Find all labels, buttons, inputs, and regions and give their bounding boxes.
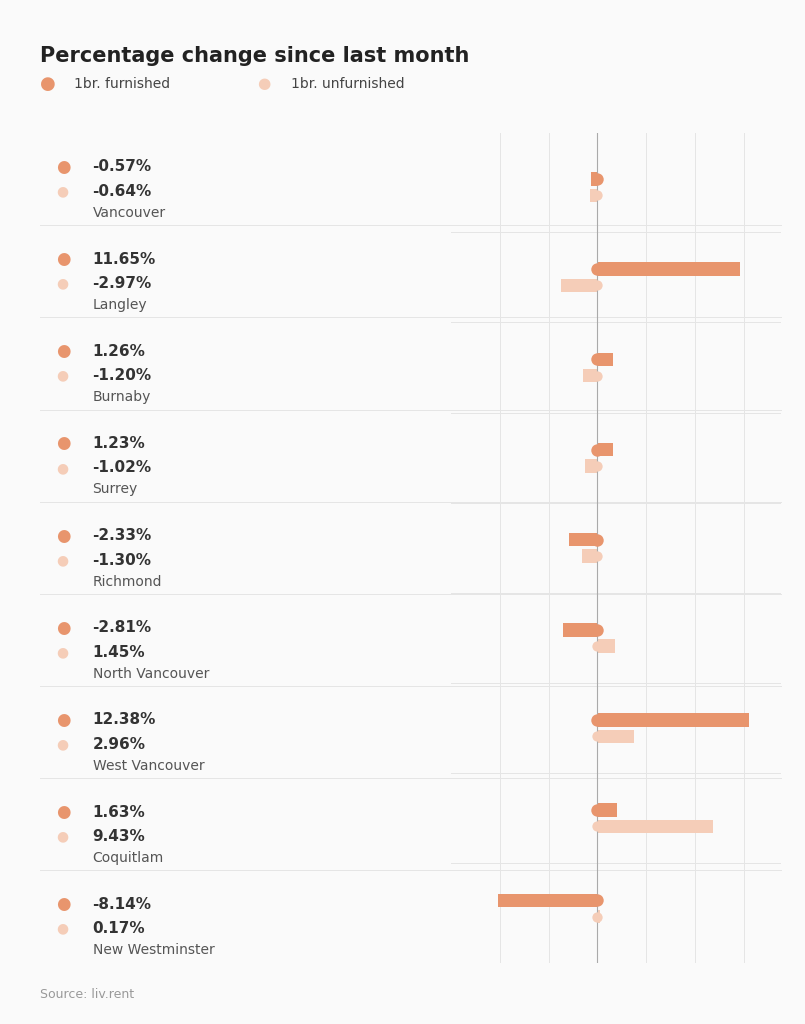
Text: Burnaby: Burnaby [93, 390, 151, 404]
Bar [597, 442, 613, 457]
Point [591, 261, 604, 278]
Text: ●: ● [258, 77, 270, 91]
Text: ●: ● [40, 75, 56, 93]
Text: ●: ● [56, 369, 68, 383]
Text: 12.38%: 12.38% [93, 713, 156, 727]
Text: 1.45%: 1.45% [93, 645, 145, 659]
Text: Richmond: Richmond [93, 574, 162, 589]
Point [591, 728, 604, 744]
Text: -1.02%: -1.02% [93, 461, 151, 475]
Text: -2.33%: -2.33% [93, 528, 152, 543]
Text: Vancouver: Vancouver [93, 206, 166, 220]
Text: ●: ● [56, 737, 68, 752]
Bar [561, 279, 597, 292]
Bar [597, 804, 617, 817]
Text: ●: ● [56, 250, 71, 268]
Text: 1.63%: 1.63% [93, 805, 146, 819]
Text: ●: ● [56, 158, 71, 176]
Text: -1.30%: -1.30% [93, 553, 151, 567]
Text: Langley: Langley [93, 298, 147, 312]
Text: ●: ● [56, 711, 71, 729]
Text: 9.43%: 9.43% [93, 829, 146, 844]
Point [591, 368, 604, 384]
Bar [569, 532, 597, 547]
Text: 11.65%: 11.65% [93, 252, 156, 266]
Bar [597, 714, 749, 727]
Text: 1br. furnished: 1br. furnished [74, 77, 170, 91]
Bar [498, 894, 597, 907]
Bar [590, 188, 597, 202]
Bar [597, 729, 634, 743]
Text: ●: ● [56, 342, 71, 360]
Point [591, 187, 604, 204]
Point [591, 548, 604, 564]
Text: Surrey: Surrey [93, 482, 138, 497]
Point [591, 892, 604, 908]
Text: Source: liv.rent: Source: liv.rent [40, 988, 134, 1001]
Bar [583, 369, 597, 382]
Text: Coquitlam: Coquitlam [93, 851, 164, 865]
Text: -2.97%: -2.97% [93, 276, 152, 291]
Point [591, 171, 604, 187]
Text: ●: ● [56, 803, 71, 821]
Point [591, 908, 604, 925]
Text: 0.17%: 0.17% [93, 922, 145, 936]
Text: North Vancouver: North Vancouver [93, 667, 209, 681]
Text: -8.14%: -8.14% [93, 897, 151, 911]
Point [591, 802, 604, 818]
Text: ●: ● [56, 434, 71, 453]
Text: West Vancouver: West Vancouver [93, 759, 204, 773]
Bar [597, 639, 615, 653]
Text: -0.64%: -0.64% [93, 184, 152, 199]
Bar [564, 624, 597, 637]
Text: ●: ● [56, 645, 68, 659]
Text: ●: ● [56, 618, 71, 637]
Text: ●: ● [56, 829, 68, 844]
Text: 1.26%: 1.26% [93, 344, 146, 358]
Text: ●: ● [56, 553, 68, 567]
Text: 1br. unfurnished: 1br. unfurnished [291, 77, 405, 91]
Bar [597, 352, 613, 367]
Point [591, 531, 604, 548]
Point [591, 351, 604, 368]
Text: -1.20%: -1.20% [93, 369, 151, 383]
Point [591, 278, 604, 294]
Text: 2.96%: 2.96% [93, 737, 146, 752]
Bar [591, 172, 597, 186]
Point [591, 818, 604, 835]
Bar [597, 909, 600, 924]
Point [591, 441, 604, 458]
Text: -2.81%: -2.81% [93, 621, 151, 635]
Point [591, 458, 604, 474]
Text: ●: ● [56, 526, 71, 545]
Text: New Westminster: New Westminster [93, 943, 214, 957]
Bar [581, 549, 597, 563]
Text: ●: ● [56, 276, 68, 291]
Bar [597, 819, 712, 834]
Bar [585, 459, 597, 472]
Point [591, 712, 604, 728]
Text: Percentage change since last month: Percentage change since last month [40, 46, 469, 67]
Point [591, 638, 604, 654]
Text: 1.23%: 1.23% [93, 436, 146, 451]
Point [591, 622, 604, 638]
Text: ●: ● [56, 922, 68, 936]
Text: ●: ● [56, 895, 71, 913]
Text: ●: ● [56, 184, 68, 199]
Text: -0.57%: -0.57% [93, 160, 151, 174]
Bar [597, 262, 740, 276]
Text: ●: ● [56, 461, 68, 475]
